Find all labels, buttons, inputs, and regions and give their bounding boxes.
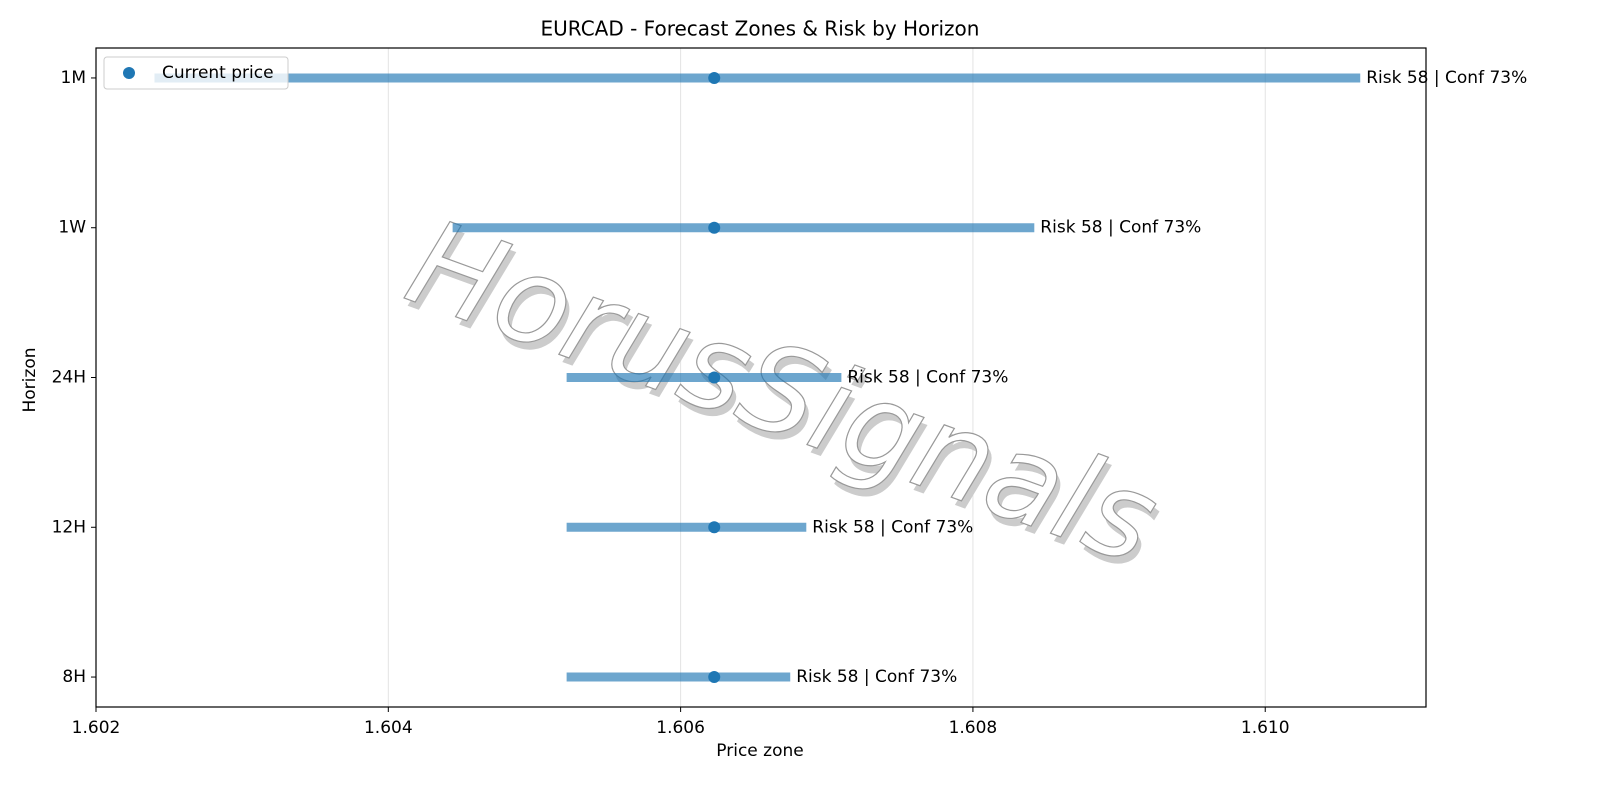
current-price-dot [708, 71, 721, 84]
current-price-dot [708, 521, 721, 534]
current-price-dot [708, 671, 721, 684]
annotation: Risk 58 | Conf 73% [812, 517, 973, 537]
marks: Risk 58 | Conf 73% Risk 58 | Conf 73% Risk… [154, 68, 1527, 687]
chart-title: EURCAD - Forecast Zones & Risk by Horizo… [541, 17, 980, 41]
y-tick-label: 1W [58, 218, 86, 238]
x-tick-label: 1.602 [72, 718, 121, 738]
current-price-dot [708, 221, 721, 234]
grid: 1.602 1.604 1.606 1.608 1.610 8H 12H 24H 1W 1M [52, 48, 1290, 738]
y-tick-label: 8H [62, 667, 86, 687]
legend: Current price [103, 56, 289, 90]
x-tick-label: 1.606 [656, 718, 705, 738]
annotation: Risk 58 | Conf 73% [847, 368, 1008, 388]
x-tick-label: 1.608 [949, 718, 998, 738]
watermark-group: HorusSignals HorusSignals [391, 193, 1178, 600]
y-tick-label: 12H [52, 517, 86, 537]
legend-label: Current price [162, 63, 274, 83]
y-axis-label: Horizon [20, 348, 40, 413]
y-tick-label: 24H [52, 368, 86, 388]
x-tick-label: 1.604 [364, 718, 413, 738]
annotation: Risk 58 | Conf 73% [1040, 218, 1201, 238]
x-axis-label: Price zone [716, 741, 803, 761]
legend-box [103, 56, 289, 90]
watermark: HorusSignals [391, 194, 1174, 592]
annotation: Risk 58 | Conf 73% [1366, 68, 1527, 88]
x-tick-label: 1.610 [1241, 718, 1290, 738]
y-tick-label: 1M [61, 68, 86, 88]
legend-marker [123, 67, 135, 79]
current-price-dot [708, 371, 721, 384]
plot-frame [95, 47, 1427, 708]
annotation: Risk 58 | Conf 73% [796, 667, 957, 687]
